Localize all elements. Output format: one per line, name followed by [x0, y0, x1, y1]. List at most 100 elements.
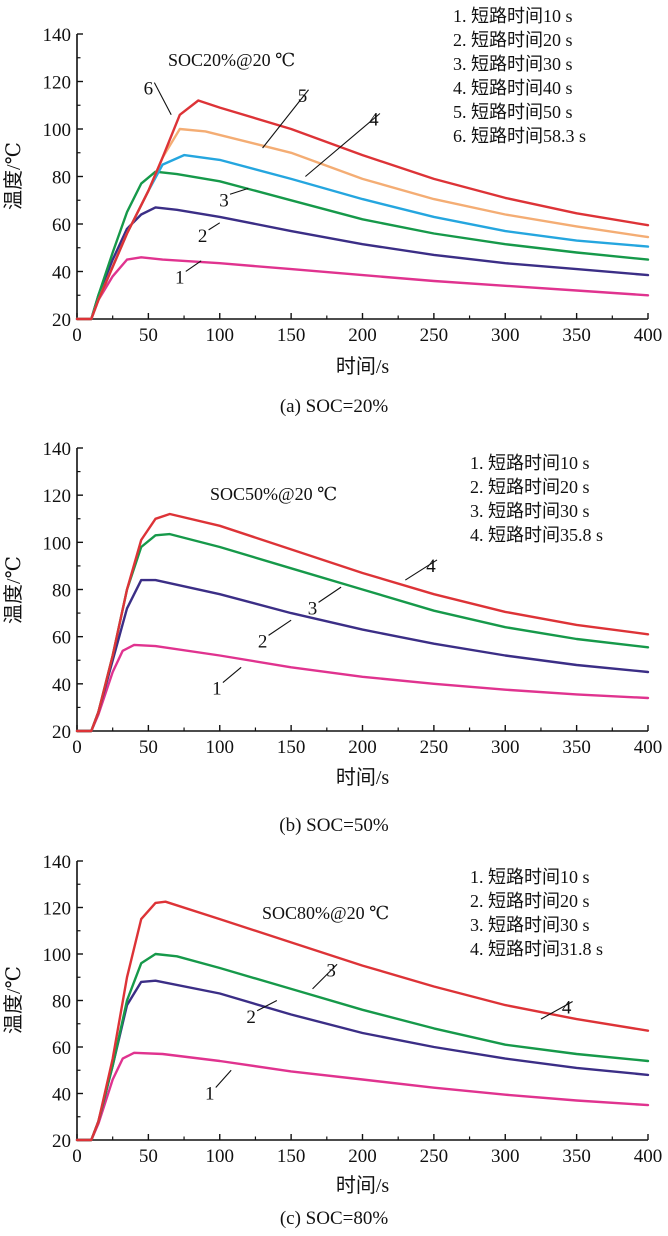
series-line-6: [75, 99, 650, 321]
x-tick-label: 50: [139, 737, 158, 758]
x-tick-label: 0: [72, 737, 82, 758]
condition-annotation: SOC80%@20 ℃: [262, 903, 389, 923]
x-tick-label: 0: [72, 325, 82, 346]
y-tick-label: 20: [52, 1131, 71, 1152]
y-tick-label: 40: [52, 1085, 71, 1106]
legend-entry: 5. 短路时间50 s: [453, 102, 573, 122]
y-tick-label: 100: [43, 945, 72, 966]
curve-label-leader: [540, 1000, 573, 1020]
series-line-1: [75, 256, 650, 321]
legend-entry: 4. 短路时间31.8 s: [470, 939, 603, 959]
curve-label-leader: [318, 586, 342, 603]
series-line-1: [75, 643, 650, 733]
legend-entry: 4. 短路时间35.8 s: [470, 525, 603, 545]
y-tick-label: 20: [52, 310, 71, 331]
y-axis-label: 温度/℃: [2, 556, 25, 624]
x-tick-label: 250: [420, 325, 449, 346]
legend-entry: 3. 短路时间30 s: [470, 915, 590, 935]
y-axis-label: 温度/℃: [2, 966, 25, 1034]
legend-entry: 2. 短路时间20 s: [453, 30, 573, 50]
x-tick-label: 300: [491, 737, 520, 758]
x-tick-label: 300: [491, 1146, 520, 1167]
y-tick-label: 60: [52, 215, 71, 236]
y-tick-label: 120: [43, 73, 72, 94]
x-tick-label: 350: [562, 325, 591, 346]
chart-panel-2: 0 50 100 150 200 250 300 350 4002040608010012014…: [2, 439, 662, 836]
curve-label-leader: [262, 89, 309, 149]
curve-label: 2: [198, 226, 208, 247]
curve-label: 1: [212, 679, 222, 700]
x-tick-label: 350: [562, 1146, 591, 1167]
panel-caption: (a) SOC=20%: [280, 396, 389, 417]
y-tick-label: 60: [52, 1038, 71, 1059]
curve-label: 4: [562, 997, 572, 1018]
curve-label: 3: [326, 960, 336, 981]
legend-entry: 6. 短路时间58.3 s: [453, 126, 586, 146]
legend-entry: 4. 短路时间40 s: [453, 78, 573, 98]
y-tick-label: 80: [52, 581, 71, 602]
y-tick-label: 140: [43, 852, 72, 873]
x-tick-label: 200: [348, 325, 377, 346]
curve-label-leader: [268, 619, 292, 636]
x-tick-label: 100: [206, 325, 235, 346]
curve-label: 2: [246, 1007, 256, 1028]
x-tick-label: 200: [348, 737, 377, 758]
y-tick-label: 140: [43, 25, 72, 46]
x-tick-label: 100: [206, 737, 235, 758]
x-tick-label: 250: [420, 1146, 449, 1167]
x-tick-label: 350: [562, 737, 591, 758]
curve-label-leader: [305, 113, 381, 177]
x-tick-label: 300: [491, 325, 520, 346]
curve-label: 6: [144, 79, 154, 100]
condition-annotation: SOC20%@20 ℃: [168, 50, 295, 70]
y-axis-label: 温度/℃: [2, 142, 25, 210]
curve-label: 3: [308, 598, 318, 619]
curve-label-leader: [405, 559, 438, 581]
x-tick-label: 0: [72, 1146, 82, 1167]
chart-panel-3: 0 50 100 150 200 250 300 350 4002040608010012014…: [2, 852, 662, 1229]
series-line-3: [75, 170, 650, 321]
legend-entry: 3. 短路时间30 s: [470, 501, 590, 521]
x-axis-label: 时间/s: [336, 766, 390, 789]
legend-entry: 2. 短路时间20 s: [470, 477, 590, 497]
y-tick-label: 80: [52, 168, 71, 189]
series-line-4: [75, 900, 650, 1142]
curve-label-leader: [312, 963, 338, 990]
y-tick-label: 100: [43, 533, 72, 554]
panel-caption: (c) SOC=80%: [280, 1208, 389, 1229]
series-line-3: [75, 532, 650, 733]
legend-entry: 3. 短路时间30 s: [453, 54, 573, 74]
condition-annotation: SOC50%@20 ℃: [210, 484, 337, 504]
curve-label-leader: [229, 187, 249, 195]
x-tick-label: 250: [420, 737, 449, 758]
curve-label: 2: [258, 631, 268, 652]
curve-label-leader: [208, 222, 221, 231]
chart-panel-1: 0 50 100 150 200 250 300 350 4002040608010012014…: [2, 6, 662, 417]
y-tick-label: 100: [43, 120, 72, 141]
x-tick-label: 150: [277, 1146, 306, 1167]
x-tick-label: 200: [348, 1146, 377, 1167]
legend-entry: 1. 短路时间10 s: [470, 867, 590, 887]
y-tick-label: 40: [52, 263, 71, 284]
curve-label-leader: [215, 1069, 232, 1088]
y-tick-label: 120: [43, 899, 72, 920]
y-tick-label: 20: [52, 722, 71, 743]
panel-caption: (b) SOC=50%: [279, 815, 389, 836]
x-tick-label: 150: [277, 737, 306, 758]
x-tick-label: 150: [277, 325, 306, 346]
curve-label-leader: [256, 1000, 278, 1012]
series-line-4: [75, 512, 650, 733]
curve-label-leader: [153, 82, 172, 116]
curve-label-leader: [185, 260, 202, 272]
y-tick-label: 80: [52, 992, 71, 1013]
curve-label: 1: [205, 1084, 215, 1105]
x-tick-label: 400: [634, 325, 663, 346]
legend-entry: 2. 短路时间20 s: [470, 891, 590, 911]
y-tick-label: 120: [43, 486, 72, 507]
x-tick-label: 400: [634, 737, 663, 758]
x-axis-label: 时间/s: [336, 355, 390, 378]
legend-entry: 1. 短路时间10 s: [453, 6, 573, 26]
curve-label: 3: [219, 190, 229, 211]
